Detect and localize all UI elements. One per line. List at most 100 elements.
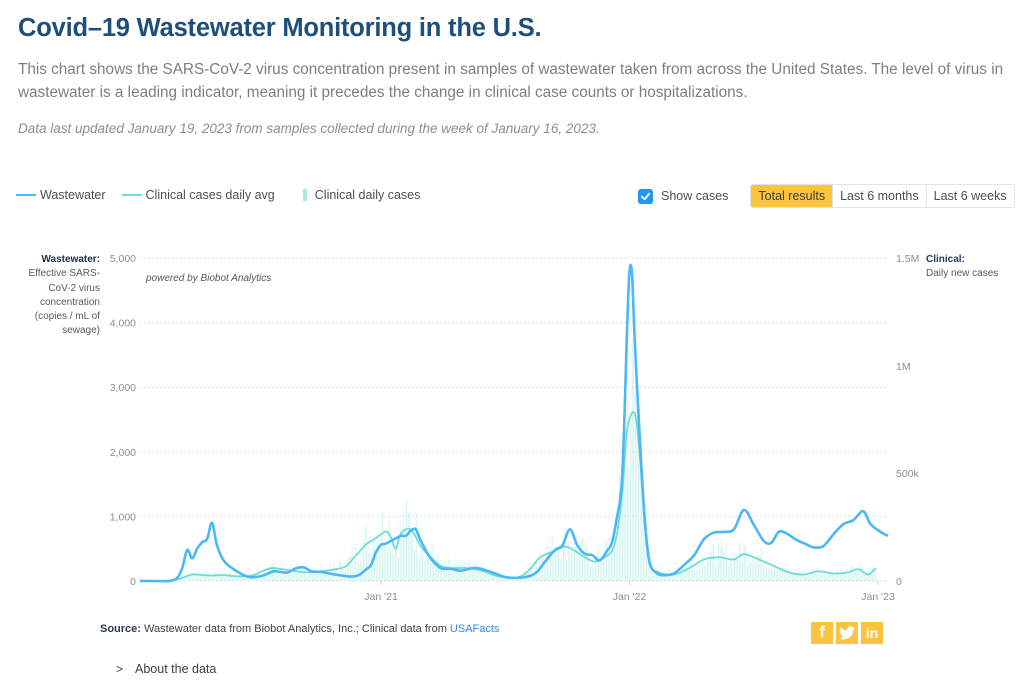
clinical-daily-bar xyxy=(239,573,241,581)
clinical-daily-bar xyxy=(550,547,552,581)
clinical-daily-bar xyxy=(794,569,796,581)
legend-item-clinical-daily[interactable]: Clinical daily cases xyxy=(291,188,421,202)
wastewater-line xyxy=(139,263,889,583)
clinical-daily-bar xyxy=(426,550,428,581)
x-axis-tick-label: Jan '22 xyxy=(613,591,647,603)
clinical-daily-bar xyxy=(481,564,483,581)
clinical-daily-bar xyxy=(574,538,576,581)
clinical-daily-bar xyxy=(783,568,785,581)
chart-legend: Wastewater Clinical cases daily avg Clin… xyxy=(16,188,436,202)
clinical-daily-bar xyxy=(354,544,356,581)
check-icon xyxy=(640,192,651,200)
clinical-daily-bar xyxy=(774,566,776,581)
clinical-daily-bar xyxy=(449,560,451,581)
clinical-daily-bar xyxy=(665,573,667,581)
chart-controls: Show cases Total results Last 6 months L… xyxy=(638,184,1015,208)
clinical-daily-bar xyxy=(572,554,574,581)
clinical-daily-bar xyxy=(551,535,553,581)
source-note: Source: Wastewater data from Biobot Anal… xyxy=(100,623,499,635)
clinical-daily-bar xyxy=(479,569,481,581)
clinical-daily-bar xyxy=(767,567,769,581)
clinical-daily-bar xyxy=(650,563,652,581)
clinical-daily-bar xyxy=(634,386,636,581)
clinical-daily-bar xyxy=(577,556,579,581)
clinical-daily-bar xyxy=(398,557,400,581)
clinical-daily-bar xyxy=(703,565,705,581)
clinical-daily-bar xyxy=(580,539,582,581)
clinical-daily-bar xyxy=(388,521,390,581)
clinical-daily-bar xyxy=(778,568,780,581)
clinical-daily-bar xyxy=(870,568,872,581)
clinical-daily-bar xyxy=(350,555,352,581)
clinical-daily-bar xyxy=(690,562,692,581)
clinical-daily-bar xyxy=(337,572,339,581)
twitter-share-button[interactable] xyxy=(836,622,858,644)
clinical-daily-bar xyxy=(604,562,606,581)
right-axis-tick-label: 0 xyxy=(896,576,902,588)
clinical-daily-bar xyxy=(199,573,201,581)
clinical-daily-bar xyxy=(630,418,632,581)
range-last-6-months-button[interactable]: Last 6 months xyxy=(833,185,927,207)
page-description: This chart shows the SARS-CoV-2 virus co… xyxy=(18,61,1004,101)
wastewater-line-swatch xyxy=(16,194,36,196)
clinical-daily-bar xyxy=(662,573,664,581)
clinical-daily-bar xyxy=(750,562,752,581)
facebook-share-button[interactable]: f xyxy=(811,622,833,644)
clinical-daily-bar xyxy=(444,561,446,581)
about-the-data-toggle[interactable]: > About the data xyxy=(116,662,216,676)
clinical-daily-bar xyxy=(297,564,299,581)
clinical-daily-bar xyxy=(378,542,380,581)
left-axis-title: Wastewater: Effective SARS-CoV-2 virus c… xyxy=(8,253,100,339)
axis-ticks: 0 1,000 2,000 3,000 4,000 5,000 0 500k 1M 1.5M Jan… xyxy=(110,253,920,603)
range-total-results-button[interactable]: Total results xyxy=(751,185,834,207)
legend-item-clinical-avg[interactable]: Clinical cases daily avg xyxy=(121,188,275,202)
clinical-daily-bar xyxy=(684,568,686,581)
clinical-daily-bar xyxy=(679,571,681,581)
clinical-daily-bar xyxy=(868,575,870,581)
clinical-daily-bar xyxy=(308,572,310,581)
clinical-daily-bar xyxy=(758,555,760,581)
linkedin-share-button[interactable]: in xyxy=(861,622,883,644)
clinical-daily-bar xyxy=(737,559,739,581)
clinical-daily-bar xyxy=(590,566,592,581)
clinical-daily-bar xyxy=(823,571,825,581)
clinical-daily-bar xyxy=(841,569,843,581)
clinical-daily-bar xyxy=(348,557,350,581)
clinical-daily-bar xyxy=(866,570,868,581)
usafacts-link[interactable]: USAFacts xyxy=(449,623,500,635)
range-last-6-weeks-button[interactable]: Last 6 weeks xyxy=(926,185,1014,207)
clinical-daily-bar xyxy=(498,575,500,581)
about-the-data-label: About the data xyxy=(135,662,217,676)
clinical-daily-bar xyxy=(636,400,638,581)
clinical-daily-bar xyxy=(292,571,294,581)
clinical-daily-bar xyxy=(482,567,484,581)
clinical-daily-bar xyxy=(303,569,305,581)
clinical-daily-bar xyxy=(476,564,478,581)
show-cases-label[interactable]: Show cases xyxy=(661,189,729,203)
clinical-daily-bar xyxy=(420,552,422,581)
clinical-daily-bar xyxy=(642,518,644,581)
clinical-daily-bar xyxy=(382,511,384,581)
clinical-daily-bar xyxy=(434,559,436,581)
clinical-daily-bar xyxy=(204,576,206,581)
clinical-daily-bar xyxy=(207,574,209,581)
legend-label: Clinical daily cases xyxy=(314,188,421,202)
clinical-daily-bar xyxy=(569,551,571,581)
clinical-bar-swatch xyxy=(302,189,307,201)
clinical-daily-bar xyxy=(535,560,537,581)
clinical-daily-bar xyxy=(198,576,200,581)
clinical-daily-bar xyxy=(310,572,312,581)
right-axis-tick-label: 1M xyxy=(896,361,911,373)
clinical-daily-bar xyxy=(383,544,385,581)
clinical-daily-bar xyxy=(233,576,235,581)
clinical-daily-bar xyxy=(756,555,758,581)
clinical-daily-bar xyxy=(474,564,476,581)
clinical-daily-bar xyxy=(658,572,660,581)
show-cases-checkbox[interactable] xyxy=(638,188,653,204)
clinical-daily-bar xyxy=(594,553,596,581)
clinical-daily-bar xyxy=(266,573,268,581)
clinical-daily-bar xyxy=(734,553,736,581)
clinical-daily-bar xyxy=(825,573,827,581)
clinical-daily-bar xyxy=(190,573,192,581)
legend-item-wastewater[interactable]: Wastewater xyxy=(16,188,106,202)
